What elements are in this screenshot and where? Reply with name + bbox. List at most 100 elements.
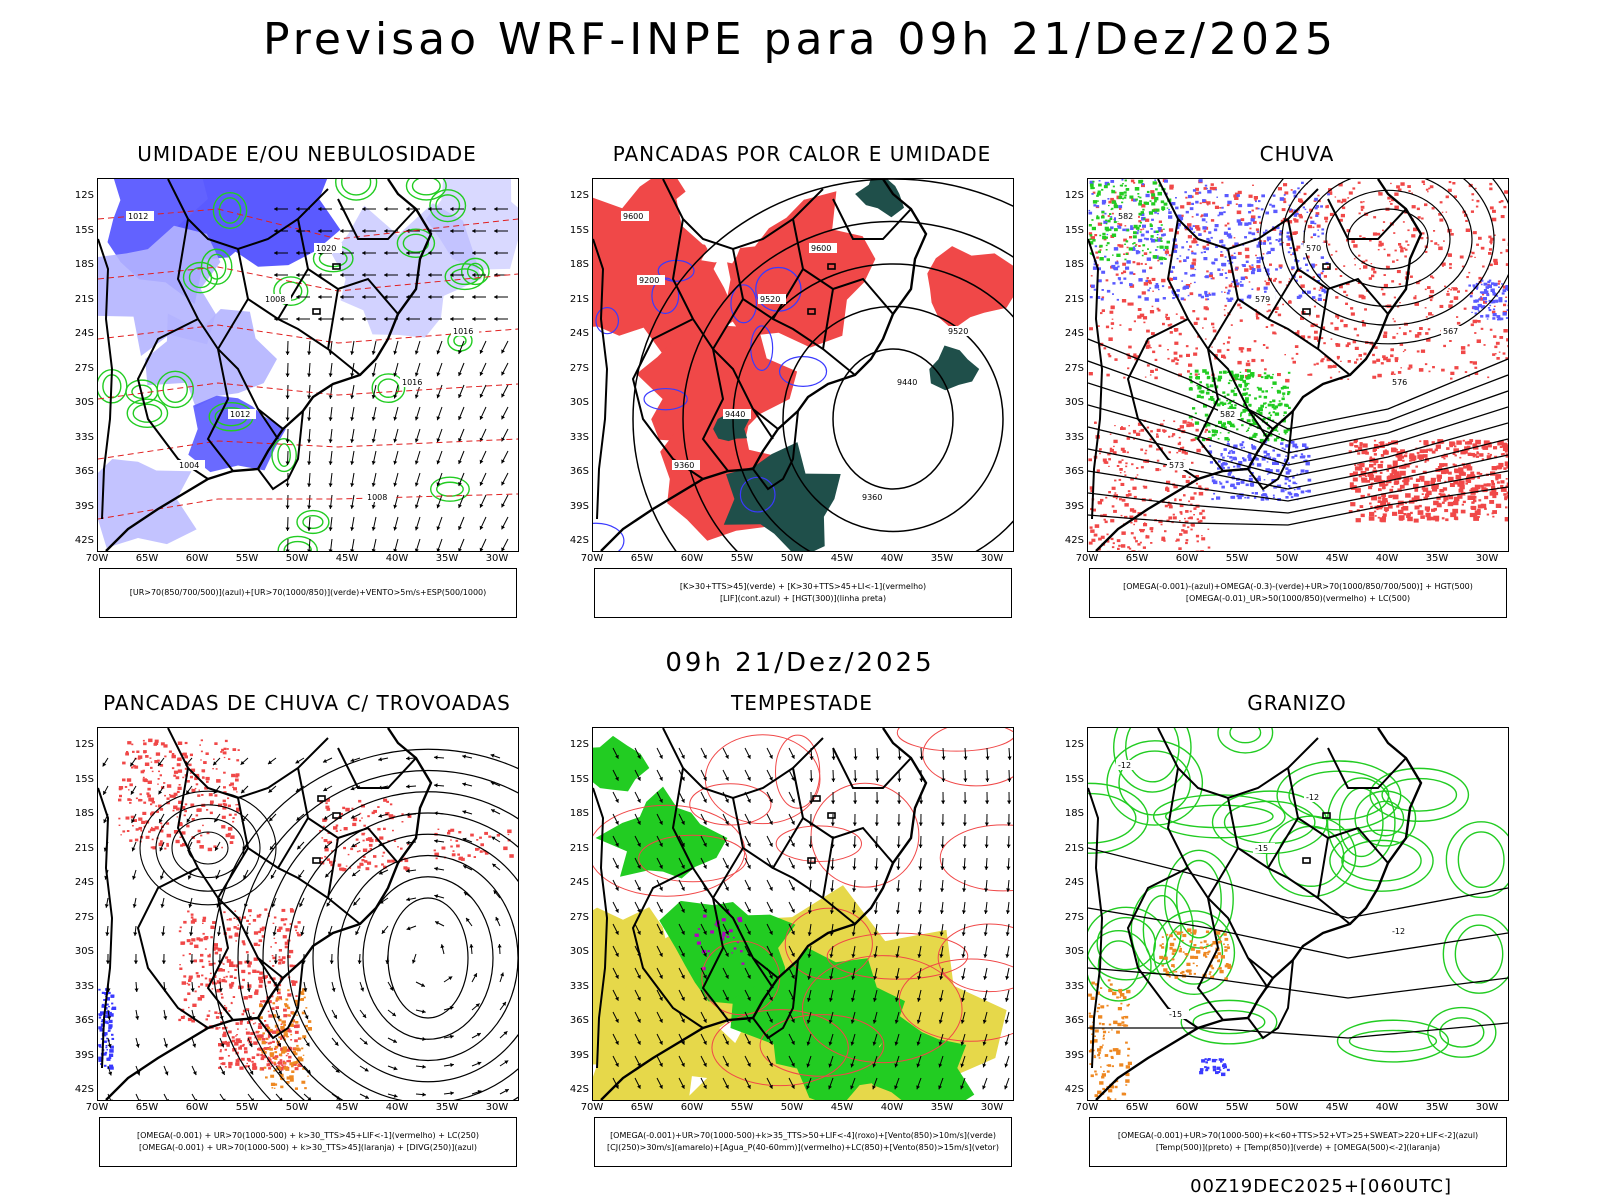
- contour-label: 1012: [128, 212, 148, 221]
- latitude-tick-label: 39S: [1064, 500, 1084, 512]
- latitude-tick-label: 33S: [74, 431, 94, 443]
- latitude-tick-label: 42S: [569, 535, 589, 546]
- longitude-tick-label: 70W: [580, 553, 604, 564]
- contour-label: 1008: [265, 295, 285, 304]
- latitude-tick-label: 21S: [1064, 842, 1084, 854]
- longitude-tick-label: 55W: [235, 553, 259, 564]
- longitude-tick-label: 35W: [1425, 553, 1449, 564]
- latitude-tick-label: 27S: [569, 911, 589, 923]
- longitude-tick-label: 55W: [730, 553, 754, 564]
- latitude-tick-label: 12S: [569, 739, 589, 750]
- legend-text: [Temp(500)](preto) + [Temp(850)](verde) …: [1155, 1143, 1441, 1152]
- longitude-tick-label: 35W: [435, 1102, 459, 1113]
- contour-label: -12: [1118, 761, 1131, 770]
- forecast-map: -12 -15 -12 -15 -12: [1087, 727, 1509, 1101]
- legend-box: [OMEGA(-0.001)+UR>70(1000-500)+k>35_TTS>…: [594, 1117, 1012, 1167]
- panel-title: CHUVA: [1259, 142, 1335, 166]
- legend-text: [OMEGA(-0.01)_UR>50(1000/850)(vermelho) …: [1185, 594, 1411, 603]
- longitude-tick-label: 30W: [485, 1102, 509, 1113]
- longitude-tick-label: 35W: [930, 553, 954, 564]
- latitude-tick-label: 15S: [1064, 773, 1084, 785]
- latitude-tick-label: 30S: [569, 397, 589, 408]
- contour-label: 1016: [402, 378, 422, 387]
- contour-label: 573: [1169, 461, 1184, 470]
- latitude-tick-label: 24S: [74, 328, 94, 339]
- latitude-tick-label: 27S: [74, 362, 94, 374]
- forecast-map: [97, 727, 519, 1101]
- latitude-tick-label: 39S: [569, 1049, 589, 1061]
- longitude-tick-label: 45W: [1325, 553, 1349, 564]
- latitude-tick-label: 42S: [1064, 535, 1084, 546]
- latitude-tick-label: 30S: [1064, 397, 1084, 408]
- longitude-tick-label: 60W: [1175, 553, 1199, 564]
- latitude-tick-label: 39S: [1064, 1049, 1084, 1061]
- longitude-tick-label: 55W: [1225, 1102, 1249, 1113]
- contour-label: 582: [1118, 212, 1133, 221]
- latitude-tick-label: 33S: [74, 980, 94, 992]
- longitude-tick-label: 30W: [980, 1102, 1004, 1113]
- longitude-tick-label: 65W: [135, 1102, 159, 1113]
- latitude-tick-label: 15S: [569, 224, 589, 236]
- longitude-tick-label: 70W: [85, 553, 109, 564]
- contour-label: 9200: [639, 276, 659, 285]
- contour-label: 1008: [367, 493, 387, 502]
- legend-text: [OMEGA(-0.001)+UR>70(1000-500)+k>35_TTS>…: [610, 1131, 996, 1140]
- latitude-tick-label: 42S: [74, 1084, 94, 1095]
- latitude-tick-label: 12S: [1064, 739, 1084, 750]
- legend-text: [OMEGA(-0.001)+UR>70(1000-500)+k<60+TTS>…: [1117, 1131, 1479, 1140]
- longitude-tick-label: 50W: [1275, 553, 1299, 564]
- latitude-tick-label: 18S: [1064, 808, 1084, 819]
- latitude-tick-label: 30S: [1064, 946, 1084, 957]
- forecast-map: [592, 727, 1014, 1101]
- latitude-tick-label: 21S: [74, 293, 94, 305]
- latitude-tick-label: 12S: [74, 190, 94, 201]
- latitude-tick-label: 21S: [569, 293, 589, 305]
- legend-box: [UR>70(850/700/500)](azul)+[UR>70(1000/8…: [99, 568, 517, 618]
- contour-label: 570: [1306, 244, 1321, 253]
- longitude-tick-label: 30W: [485, 553, 509, 564]
- latitude-tick-label: 42S: [569, 1084, 589, 1095]
- latitude-tick-label: 18S: [74, 808, 94, 819]
- longitude-tick-label: 45W: [1325, 1102, 1349, 1113]
- latitude-tick-label: 39S: [569, 500, 589, 512]
- latitude-tick-label: 24S: [74, 877, 94, 888]
- latitude-tick-label: 30S: [569, 946, 589, 957]
- contour-label: 9520: [948, 327, 968, 336]
- latitude-tick-label: 36S: [569, 466, 589, 477]
- panel-title: PANCADAS DE CHUVA C/ TROVOADAS: [103, 691, 511, 715]
- contour-label: -15: [1169, 1010, 1182, 1019]
- contour-label: -12: [1306, 793, 1319, 802]
- contour-label: 1004: [179, 461, 199, 470]
- contour-label: -15: [1255, 844, 1268, 853]
- latitude-tick-label: 18S: [569, 259, 589, 270]
- latitude-tick-label: 15S: [569, 773, 589, 785]
- latitude-tick-label: 33S: [569, 980, 589, 992]
- latitude-tick-label: 24S: [569, 328, 589, 339]
- longitude-tick-label: 45W: [830, 553, 854, 564]
- longitude-tick-label: 35W: [1425, 1102, 1449, 1113]
- legend-text: [K>30+TTS>45](verde) + [K>30+TTS>45+LI<-…: [679, 582, 927, 591]
- latitude-tick-label: 42S: [74, 535, 94, 546]
- longitude-tick-label: 70W: [580, 1102, 604, 1113]
- longitude-tick-label: 40W: [385, 1102, 409, 1113]
- legend-text: [UR>70(850/700/500)](azul)+[UR>70(1000/8…: [129, 588, 487, 597]
- contour-label: 567: [1443, 327, 1458, 336]
- longitude-tick-label: 40W: [385, 553, 409, 564]
- run-info: 00Z19DEC2025+[060UTC]: [1190, 1176, 1452, 1197]
- longitude-tick-label: 40W: [880, 553, 904, 564]
- longitude-tick-label: 50W: [285, 1102, 309, 1113]
- latitude-tick-label: 18S: [569, 808, 589, 819]
- latitude-tick-label: 36S: [1064, 1015, 1084, 1026]
- legend-box: [OMEGA(-0.001)-(azul)+OMEGA(-0.3)-(verde…: [1089, 568, 1507, 618]
- latitude-tick-label: 27S: [74, 911, 94, 923]
- latitude-tick-label: 15S: [74, 773, 94, 785]
- latitude-tick-label: 21S: [74, 842, 94, 854]
- latitude-tick-label: 12S: [1064, 190, 1084, 201]
- latitude-tick-label: 24S: [569, 877, 589, 888]
- contour-label: 9360: [862, 493, 882, 502]
- panel-title: TEMPESTADE: [731, 691, 873, 715]
- longitude-tick-label: 55W: [235, 1102, 259, 1113]
- contour-label: 9600: [811, 244, 831, 253]
- forecast-map: 9600 9520 9440 9360 9600 9520 9440 9360 9200: [592, 178, 1014, 552]
- contour-label: 9600: [623, 212, 643, 221]
